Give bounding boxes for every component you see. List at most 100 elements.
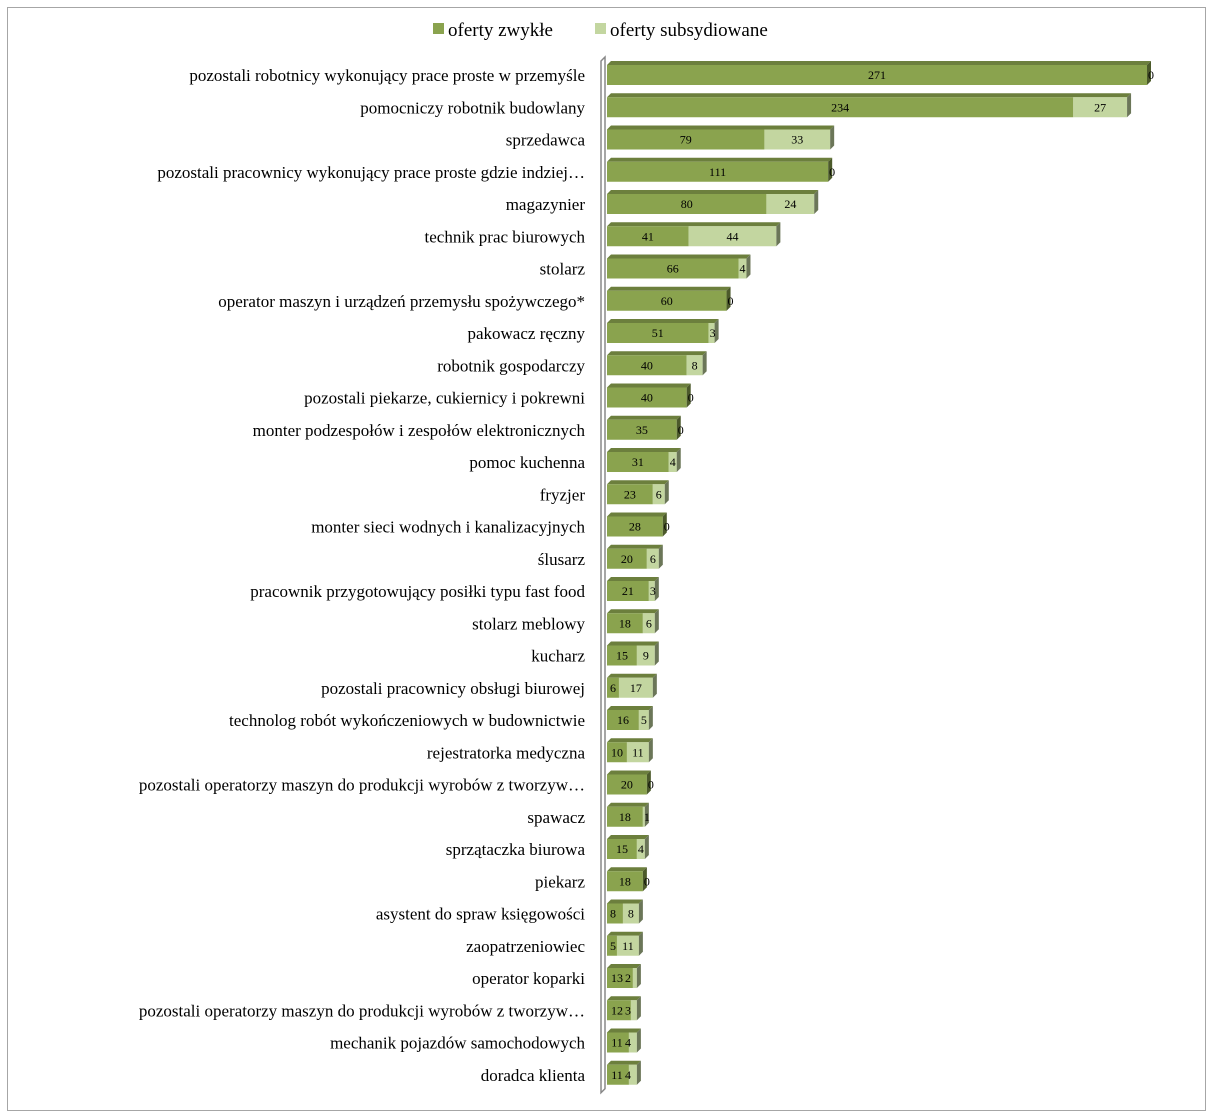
value-label-oferty-subsydiowane: 3 — [625, 1003, 631, 1017]
bar-side-face — [676, 448, 681, 472]
bar-oferty-zwykle — [607, 452, 669, 472]
value-label-oferty-subsydiowane: 24 — [784, 197, 796, 211]
bar-oferty-subsydiowane — [638, 710, 649, 730]
value-label-oferty-subsydiowane: 3 — [650, 584, 656, 598]
value-label-oferty-subsydiowane: 4 — [625, 1036, 631, 1050]
value-label-oferty-zwykle: 10 — [611, 745, 623, 759]
bar-group: 66 4 — [607, 254, 751, 279]
bar-oferty-zwykle — [607, 742, 627, 763]
value-label-oferty-zwykle: 60 — [661, 294, 673, 308]
value-label-oferty-subsydiowane: 33 — [791, 133, 803, 147]
bar-top-face — [607, 415, 681, 420]
value-label-oferty-zwykle: 111 — [709, 165, 726, 179]
bar-oferty-subsydiowane — [632, 968, 637, 988]
bar-group: 60 0 — [607, 286, 734, 311]
bar-group: 6 17 — [607, 673, 657, 698]
bar-group: 16 5 — [607, 706, 653, 730]
bar-oferty-subsydiowane — [686, 355, 703, 376]
bar-top-face — [607, 609, 659, 614]
bar-group: 234 27 — [607, 93, 1132, 118]
value-label-oferty-zwykle: 8 — [610, 907, 616, 921]
value-label-oferty-zwykle: 16 — [617, 713, 629, 727]
value-label-oferty-zwykle: 18 — [619, 874, 631, 888]
bar-oferty-subsydiowane — [636, 645, 655, 666]
bar-oferty-subsydiowane — [648, 581, 655, 601]
category-label: operator maszyn i urządzeń przemysłu spo… — [218, 292, 585, 311]
bar-side-face — [644, 802, 649, 827]
bar-group: 12 3 — [607, 996, 641, 1021]
bar-oferty-zwykle — [607, 161, 829, 182]
category-label: fryzjer — [540, 485, 586, 504]
bar-oferty-subsydiowane — [668, 452, 677, 472]
axis-wall — [600, 55, 606, 1095]
bar-side-face — [636, 996, 641, 1021]
category-label: pozostali pracownicy wykonujący prace pr… — [157, 163, 585, 182]
bar-top-face — [607, 1060, 641, 1065]
value-label-oferty-subsydiowane: 4 — [625, 1068, 631, 1082]
value-label-oferty-zwykle: 11 — [611, 1036, 623, 1050]
category-label: magazynier — [506, 195, 586, 214]
bar-group: 35 0 — [607, 415, 684, 440]
bar-top-face — [607, 577, 659, 581]
bar-oferty-zwykle — [607, 548, 647, 569]
value-label-oferty-subsydiowane: 2 — [625, 971, 631, 985]
bar-oferty-zwykle — [607, 194, 767, 214]
bar-top-face — [607, 351, 707, 356]
category-label: stolarz meblowy — [472, 614, 585, 633]
bar-oferty-zwykle — [607, 774, 647, 795]
value-label-oferty-zwykle: 20 — [621, 552, 633, 566]
bar-oferty-subsydiowane — [618, 677, 653, 698]
bar-top-face — [607, 964, 641, 968]
bar-top-face — [607, 867, 647, 872]
bar-side-face — [776, 222, 781, 247]
bar-oferty-subsydiowane — [642, 806, 645, 827]
category-label: pakowacz ręczny — [467, 324, 585, 343]
bar-oferty-zwykle — [607, 1000, 631, 1021]
bar-group: 23 6 — [607, 480, 669, 505]
category-label: monter podzespołów i zespołów elektronic… — [253, 421, 586, 440]
category-label: pozostali robotnicy wykonujący prace pro… — [189, 66, 585, 85]
bar-oferty-subsydiowane — [738, 258, 747, 279]
bar-oferty-zwykle — [607, 1032, 629, 1053]
category-label: pomoc kuchenna — [469, 453, 585, 472]
value-label-oferty-subsydiowane: 11 — [622, 939, 634, 953]
bar-group: 271 0 — [607, 61, 1154, 85]
category-label: robotnik gospodarczy — [437, 356, 585, 375]
bar-oferty-zwykle — [607, 871, 643, 892]
bar-oferty-subsydiowane — [628, 1064, 637, 1085]
category-label: doradca klienta — [481, 1066, 586, 1085]
bar-oferty-zwykle — [607, 419, 677, 440]
bar-top-face — [607, 738, 653, 743]
bar-oferty-subsydiowane — [652, 484, 665, 505]
bar-top-face — [607, 157, 833, 162]
value-label-oferty-zwykle: 23 — [624, 487, 636, 501]
value-label-oferty-subsydiowane: 0 — [664, 520, 670, 534]
value-label-oferty-zwykle: 21 — [622, 584, 634, 598]
legend-label-oferty-zwykle: oferty zwykłe — [448, 20, 553, 41]
category-label: technolog robót wykończeniowych w budown… — [229, 711, 585, 730]
bar-oferty-zwykle — [607, 355, 687, 376]
category-label: sprzątaczka biurowa — [446, 840, 586, 859]
bar-side-face — [654, 609, 659, 634]
bar-oferty-subsydiowane — [642, 613, 655, 634]
bar-side-face — [636, 964, 641, 988]
bar-side-face — [702, 351, 707, 376]
bar-side-face — [636, 1028, 641, 1053]
value-label-oferty-zwykle: 11 — [611, 1068, 623, 1082]
bar-side-face — [648, 738, 653, 763]
bar-group: 18 0 — [607, 867, 650, 892]
bar-group: 51 3 — [607, 319, 719, 343]
bar-oferty-subsydiowane — [636, 839, 645, 859]
bar-group: 111 0 — [607, 157, 835, 182]
bar-oferty-zwykle — [607, 645, 637, 666]
value-label-oferty-zwykle: 18 — [619, 810, 631, 824]
bar-side-face — [726, 286, 731, 311]
bar-group: 10 11 — [607, 738, 653, 763]
bar-top-face — [607, 190, 819, 194]
category-labels: pozostali robotnicy wykonujący prace pro… — [139, 66, 586, 1085]
category-label: sprzedawca — [506, 131, 586, 150]
bar-oferty-subsydiowane — [708, 323, 715, 343]
bar-side-face — [648, 706, 653, 730]
